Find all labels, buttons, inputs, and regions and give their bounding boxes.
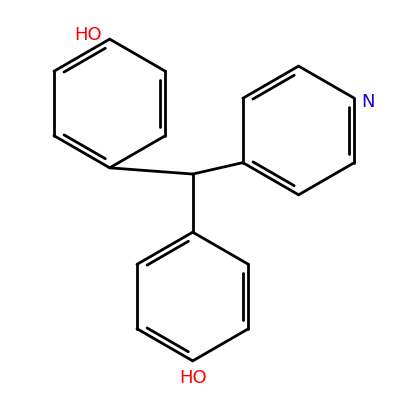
Text: HO: HO — [74, 26, 101, 44]
Text: HO: HO — [179, 369, 206, 387]
Text: N: N — [362, 94, 375, 112]
